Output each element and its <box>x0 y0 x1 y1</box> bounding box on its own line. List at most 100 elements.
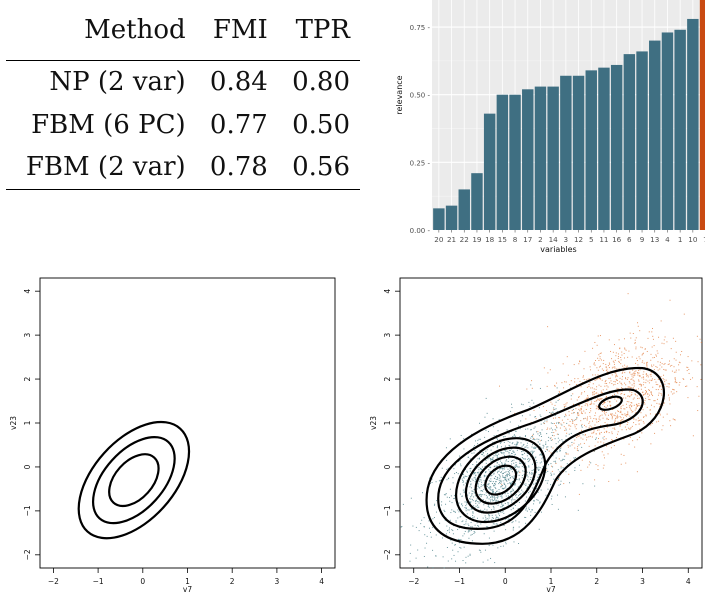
scatter-point <box>613 445 615 447</box>
scatter-point <box>662 416 664 418</box>
scatter-point <box>518 501 520 503</box>
scatter-point <box>664 383 666 385</box>
scatter-point <box>599 415 601 417</box>
scatter-point <box>676 391 678 393</box>
scatter-point <box>541 461 543 463</box>
scatter-point <box>495 453 497 455</box>
scatter-point <box>538 466 540 468</box>
scatter-point <box>533 496 535 498</box>
scatter-point <box>537 441 539 443</box>
scatter-point <box>476 464 478 466</box>
scatter-point <box>617 431 619 433</box>
scatter-point <box>507 495 509 497</box>
scatter-point <box>611 418 613 420</box>
scatter-point <box>529 471 531 473</box>
scatter-point <box>509 454 511 456</box>
scatter-point <box>571 441 573 443</box>
scatter-point <box>525 440 527 442</box>
scatter-point <box>526 488 528 490</box>
scatter-point <box>669 403 671 405</box>
scatter-point <box>580 437 582 439</box>
scatter-point <box>539 467 541 469</box>
scatter-point <box>550 498 552 500</box>
scatter-point <box>619 411 621 413</box>
scatter-point <box>506 476 508 478</box>
scatter-point <box>650 409 652 411</box>
scatter-point <box>639 369 641 371</box>
scatter-point <box>607 400 609 402</box>
scatter-point <box>597 437 599 439</box>
scatter-point <box>459 455 461 457</box>
scatter-point <box>524 435 526 437</box>
scatter-point <box>508 479 510 481</box>
scatter-point <box>611 367 613 369</box>
x-tick-label: 9 <box>640 235 645 244</box>
scatter-point <box>611 433 613 435</box>
scatter-point <box>492 505 494 507</box>
scatter-point <box>620 410 622 412</box>
scatter-point <box>465 507 467 509</box>
scatter-point <box>480 468 482 470</box>
scatter-point <box>506 475 508 477</box>
scatter-point <box>541 456 543 458</box>
scatter-point <box>577 446 579 448</box>
scatter-point <box>519 457 521 459</box>
scatter-point <box>415 557 417 559</box>
scatter-point <box>517 471 519 473</box>
scatter-point <box>661 357 663 359</box>
scatter-point <box>598 384 600 386</box>
scatter-point <box>590 387 592 389</box>
scatter-point <box>605 363 607 365</box>
scatter-point <box>610 380 612 382</box>
scatter-point <box>581 426 583 428</box>
scatter-point <box>617 388 619 390</box>
scatter-point <box>590 369 592 371</box>
scatter-point <box>629 332 631 334</box>
scatter-point <box>481 466 483 468</box>
y-tick-label: 4 <box>23 289 32 294</box>
x-tick-label: 4 <box>686 577 691 586</box>
scatter-point <box>521 454 523 456</box>
scatter-point <box>584 391 586 393</box>
scatter-point <box>569 460 571 462</box>
scatter-point <box>514 484 516 486</box>
scatter-point <box>534 457 536 459</box>
scatter-point <box>683 378 685 380</box>
scatter-point <box>501 505 503 507</box>
scatter-point <box>590 462 592 464</box>
scatter-point <box>627 427 629 429</box>
scatter-point <box>462 481 464 483</box>
scatter-point <box>470 484 472 486</box>
scatter-point <box>634 393 636 395</box>
scatter-point <box>495 465 497 467</box>
scatter-point <box>462 535 464 537</box>
scatter-point <box>530 451 532 453</box>
scatter-point <box>536 499 538 501</box>
scatter-point <box>631 391 633 393</box>
scatter-point <box>530 437 532 439</box>
scatter-point <box>557 393 559 395</box>
scatter-point <box>496 455 498 457</box>
scatter-point <box>521 451 523 453</box>
cell-tpr: 0.50 <box>292 109 350 140</box>
scatter-point <box>670 348 672 350</box>
scatter-point <box>631 378 633 380</box>
scatter-point <box>638 397 640 399</box>
scatter-point <box>593 391 595 393</box>
scatter-point <box>567 446 569 448</box>
scatter-point <box>562 440 564 442</box>
y-axis-title: v23 <box>9 416 18 430</box>
scatter-point <box>496 461 498 463</box>
scatter-point <box>616 400 618 402</box>
scatter-point <box>490 489 492 491</box>
scatter-point <box>646 363 648 365</box>
scatter-point <box>586 416 588 418</box>
scatter-point <box>643 402 645 404</box>
scatter-point <box>557 437 559 439</box>
scatter-point <box>626 378 628 380</box>
scatter-point <box>559 449 561 451</box>
scatter-point <box>646 364 648 366</box>
scatter-point <box>619 421 621 423</box>
